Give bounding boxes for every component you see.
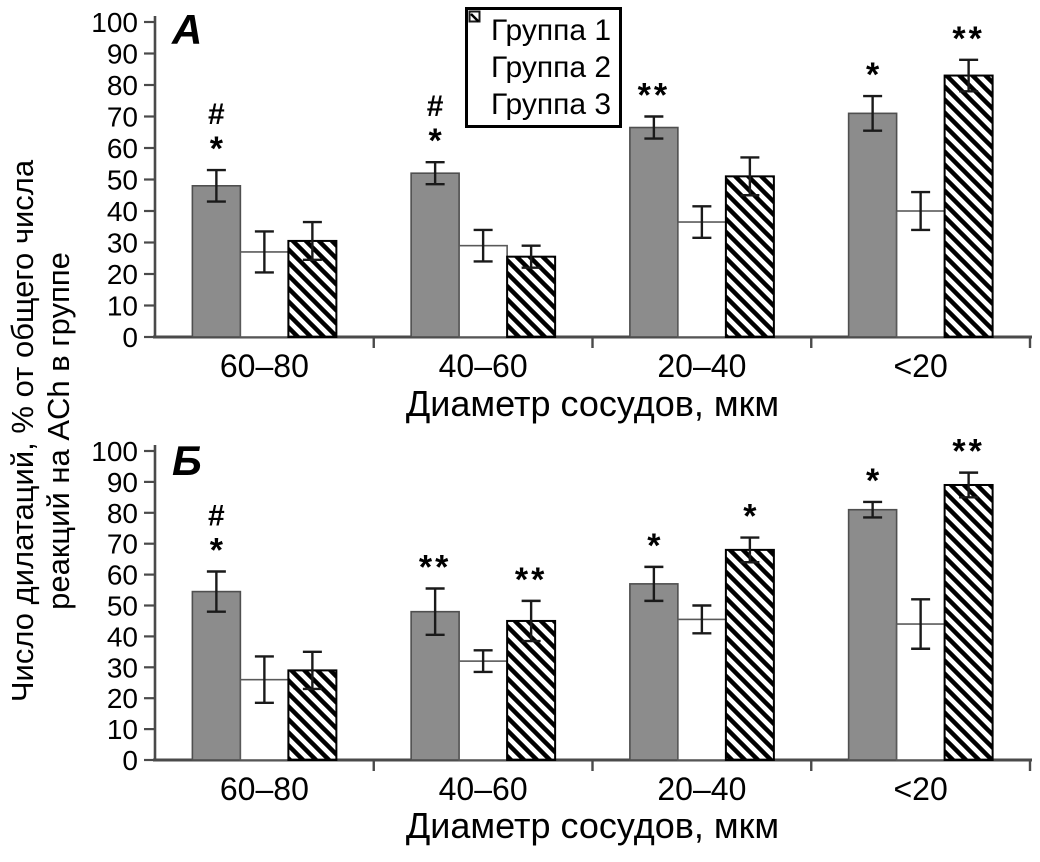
panel-0-y-tick-label: 40 [107, 196, 138, 227]
panel-0-bar-series2-cat3 [677, 221, 727, 338]
panel-1-y-tick-label: 30 [107, 652, 138, 683]
legend-swatch-group3-icon [468, 10, 486, 111]
legend-item-group3: Группа 3 [468, 10, 612, 123]
panel-0-y-tick-label: 0 [122, 322, 138, 353]
panel-1-y-tick-label: 70 [107, 529, 138, 560]
panel-1-bar-series1-cat1 [191, 590, 242, 761]
panel-1-annotation: ** [952, 433, 984, 471]
panel-a: 0 10 20 30 40 50 60 70 80 90 100 60–80 40–60 20–40 <20… [91, 6, 1032, 424]
panel-0-bar-series1-cat4 [847, 112, 898, 338]
panel-1-annotation: * [743, 498, 757, 536]
panel-0-bar-series1-cat1 [191, 185, 242, 338]
panel-0-y-tick-label: 80 [107, 70, 138, 101]
legend-item-group1: Группа 1 [468, 10, 612, 49]
panel-1-y-tick-label: 20 [107, 683, 138, 714]
panel-1-annotation: * [210, 532, 224, 570]
panel-1-y-tick-label: 90 [107, 467, 138, 498]
panel-1-annotation: ** [515, 561, 547, 599]
panel-1-annotation: # [208, 500, 225, 533]
legend: Группа 1 Группа 2 Группа 3 [465, 7, 623, 128]
panel-a-x-axis-title: Диаметр сосудов, мкм [405, 383, 780, 424]
panel-0-category-label: 20–40 [657, 348, 746, 384]
panel-0-category-label: 60–80 [220, 348, 309, 384]
panel-0-y-tick-label: 30 [107, 228, 138, 259]
panel-1-significance-marks: *#********* [208, 433, 984, 599]
panel-1-annotation: * [866, 462, 880, 500]
panel-1-bar-series1-cat3 [629, 583, 679, 761]
panel-b: 0 10 20 30 40 50 60 70 80 90 100 60–80 40–60 20–40 <20… [0, 431, 1040, 862]
panel-0-annotation: * [866, 56, 880, 94]
legend-swatch-group2-icon [468, 10, 486, 74]
panel-1-bar-series2-cat2 [458, 660, 508, 761]
panel-1-bar-series1-cat4 [847, 508, 898, 761]
panel-1-x-axis: 60–80 40–60 20–40 <20 [153, 758, 1032, 807]
panel-0-category-label: 40–60 [439, 348, 528, 384]
panel-0-y-tick-label: 70 [107, 102, 138, 133]
panel-1-bar-series3-cat4 [943, 483, 994, 762]
panel-1-error-bars [206, 471, 979, 705]
panel-0-annotation: # [427, 90, 444, 123]
panel-0-bar-series1-cat3 [629, 126, 679, 338]
panel-1-y-tick-label: 50 [107, 591, 138, 622]
panel-0-category-label: <20 [893, 348, 947, 384]
panel-0-bar-series3-cat2 [506, 255, 557, 338]
panel-1-y-tick-label: 100 [91, 436, 138, 467]
panel-0-y-tick-label: 50 [107, 165, 138, 196]
panel-0-y-tick-label: 90 [107, 39, 138, 70]
panel-1-category-label: 20–40 [657, 771, 746, 807]
panel-1-y-tick-label: 60 [107, 560, 138, 591]
panel-0-annotation: * [210, 130, 224, 168]
panel-1-bar-series3-cat3 [724, 548, 775, 761]
legend-label-group3: Группа 3 [491, 87, 612, 121]
panel-0-significance-marks: *#*# ***** [208, 20, 984, 168]
panel-1-annotation: ** [419, 549, 451, 587]
panel-1-y-tick-label: 80 [107, 498, 138, 529]
panel-0-y-tick-label: 20 [107, 259, 138, 290]
panel-1-y-tick-label: 10 [107, 714, 138, 745]
panel-0-bar-series3-cat4 [943, 74, 994, 339]
panel-0-y-tick-label: 60 [107, 133, 138, 164]
panel-1-annotation: * [647, 527, 661, 565]
panel-0-y-tick-label: 10 [107, 291, 138, 322]
panel-1-category-label: 60–80 [220, 771, 309, 807]
panel-0-x-axis: 60–80 40–60 20–40 <20 [153, 335, 1032, 384]
panel-1-y-tick-label: 40 [107, 621, 138, 652]
panel-0-error-bars [206, 58, 979, 274]
panel-b-label: Б [172, 437, 202, 484]
panel-1-category-label: <20 [893, 771, 947, 807]
panel-0-annotation: * [429, 122, 443, 160]
panel-1-bar-series2-cat3 [677, 618, 727, 761]
panel-0-annotation: ** [952, 20, 984, 58]
panel-a-label: А [172, 6, 203, 53]
legend-label-group1: Группа 1 [491, 13, 612, 47]
panel-0-annotation: ** [638, 77, 670, 115]
panel-1-category-label: 40–60 [439, 771, 528, 807]
legend-swatch-group1-icon [468, 10, 486, 37]
panel-1-bar-series3-cat1 [287, 669, 338, 761]
panel-1-bar-series3-cat2 [506, 619, 557, 761]
panel-b-x-axis-title: Диаметр сосудов, мкм [405, 805, 780, 846]
panel-0-bar-series1-cat2 [410, 172, 460, 338]
legend-item-group2: Группа 2 [468, 10, 612, 86]
panel-0-annotation: # [208, 98, 225, 131]
panel-1-bars [191, 483, 994, 762]
legend-label-group2: Группа 2 [491, 50, 612, 84]
panel-1-y-tick-label: 0 [122, 745, 138, 776]
panel-0-bar-series3-cat3 [724, 175, 775, 338]
panel-0-y-tick-label: 100 [91, 7, 138, 38]
